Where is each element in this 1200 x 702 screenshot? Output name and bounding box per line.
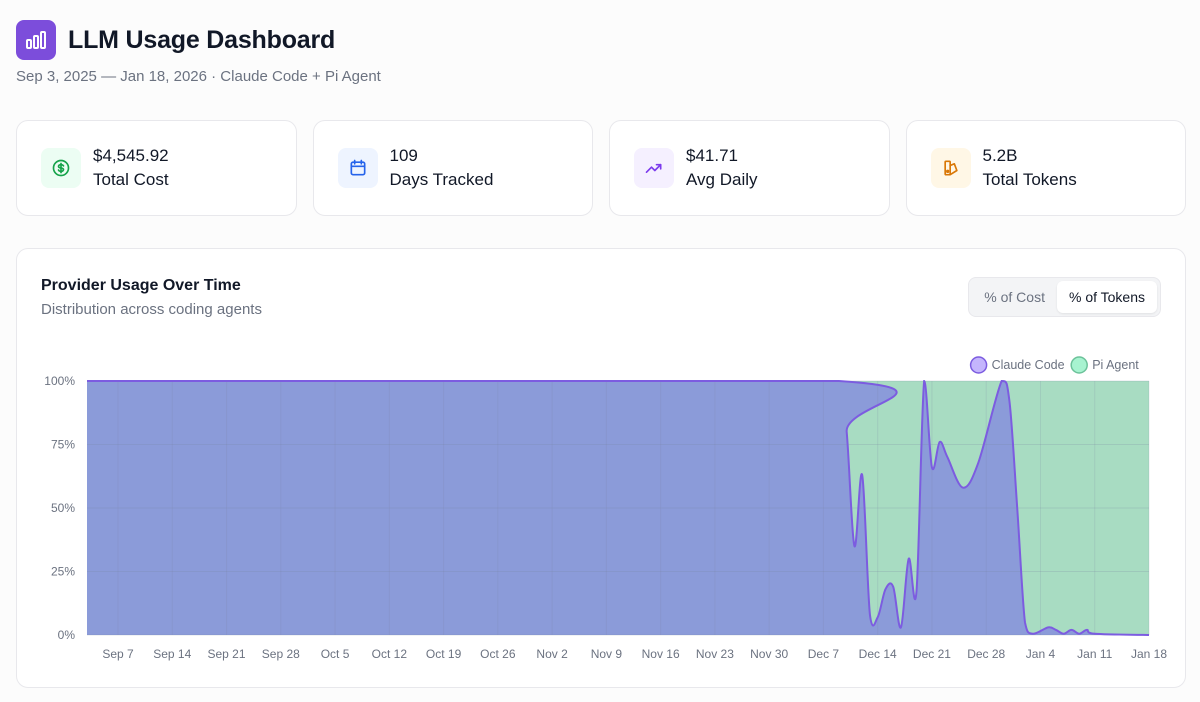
stats-row: $4,545.92 Total Cost 109 Days Tracked $4… — [16, 120, 1186, 216]
x-tick-label: Sep 28 — [262, 647, 300, 661]
y-tick-label: 50% — [51, 501, 75, 515]
dashboard-header: LLM Usage Dashboard — [16, 20, 335, 60]
provider-usage-chart: 0% 25% 50% 75% 100% Sep 7 Sep 14 Sep 21 Sep 28 Oc… — [44, 356, 1167, 661]
x-tick-label: Oct 26 — [480, 647, 516, 661]
dollar-icon — [41, 148, 81, 188]
y-tick-label: 0% — [58, 628, 76, 642]
x-tick-label: Nov 9 — [591, 647, 623, 661]
x-tick-label: Nov 2 — [536, 647, 568, 661]
trending-up-icon — [634, 148, 674, 188]
chart-subtitle: Distribution across coding agents — [41, 301, 262, 318]
x-tick-label: Oct 12 — [372, 647, 408, 661]
x-tick-label: Nov 16 — [642, 647, 680, 661]
stat-label: Avg Daily — [686, 170, 758, 189]
stat-card-total-cost: $4,545.92 Total Cost — [16, 120, 297, 216]
series-line-claude-code — [87, 379, 1150, 636]
x-tick-label: Jan 4 — [1026, 647, 1056, 661]
x-tick-label: Sep 7 — [102, 647, 134, 661]
x-tick-label: Dec 28 — [967, 647, 1005, 661]
stat-label: Total Cost — [93, 170, 169, 189]
stat-label: Total Tokens — [982, 170, 1077, 189]
toggle-tokens-button[interactable]: % of Tokens — [1056, 281, 1157, 313]
stat-label: Days Tracked — [389, 170, 494, 189]
grid — [87, 380, 1150, 636]
stat-card-days-tracked: 109 Days Tracked — [312, 120, 593, 216]
x-tick-label: Sep 14 — [153, 647, 191, 661]
x-tick-label: Oct 5 — [321, 647, 350, 661]
x-tick-label: Dec 21 — [913, 647, 951, 661]
provider-usage-card: Provider Usage Over Time Distribution ac… — [16, 248, 1186, 688]
x-tick-label: Sep 21 — [208, 647, 246, 661]
legend-swatch — [969, 356, 988, 374]
metric-toggle: % of Cost % of Tokens — [968, 277, 1161, 317]
stat-value: 109 — [389, 146, 418, 165]
x-tick-label: Nov 30 — [750, 647, 788, 661]
chart-title: Provider Usage Over Time — [41, 277, 241, 294]
legend-label: Claude Code — [992, 358, 1065, 372]
stat-value: 5.2B — [982, 146, 1018, 165]
y-tick-label: 75% — [51, 438, 75, 452]
stat-value: $4,545.92 — [93, 146, 169, 165]
chart-legend: Claude Code Pi Agent — [969, 356, 1139, 374]
x-tick-label: Nov 23 — [696, 647, 734, 661]
legend-label: Pi Agent — [1092, 358, 1139, 372]
bar-chart-icon — [16, 20, 56, 60]
stat-value: $41.71 — [686, 146, 738, 165]
stat-card-avg-daily: $41.71 Avg Daily — [609, 120, 890, 216]
stat-card-total-tokens: 5.2B Total Tokens — [905, 120, 1186, 216]
coins-icon — [930, 148, 971, 188]
series-area-claude-code — [87, 381, 1149, 635]
toggle-cost-button[interactable]: % of Cost — [972, 281, 1057, 313]
x-tick-label: Oct 19 — [426, 647, 462, 661]
calendar-icon — [337, 148, 378, 188]
y-tick-label: 25% — [51, 565, 75, 579]
y-tick-label: 100% — [44, 374, 75, 388]
x-tick-label: Dec 14 — [859, 647, 897, 661]
page-title: LLM Usage Dashboard — [68, 25, 336, 54]
page-subtitle: Sep 3, 2025 — Jan 18, 2026 · Claude Code… — [16, 68, 381, 85]
x-tick-label: Jan 11 — [1077, 647, 1112, 661]
legend-swatch — [1070, 356, 1088, 374]
x-tick-label: Dec 7 — [808, 647, 840, 661]
x-tick-label: Jan 18 — [1131, 647, 1167, 661]
